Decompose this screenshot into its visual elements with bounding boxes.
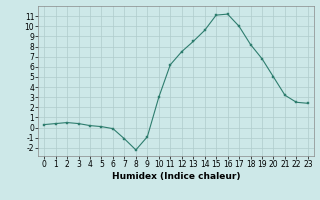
X-axis label: Humidex (Indice chaleur): Humidex (Indice chaleur) (112, 172, 240, 181)
